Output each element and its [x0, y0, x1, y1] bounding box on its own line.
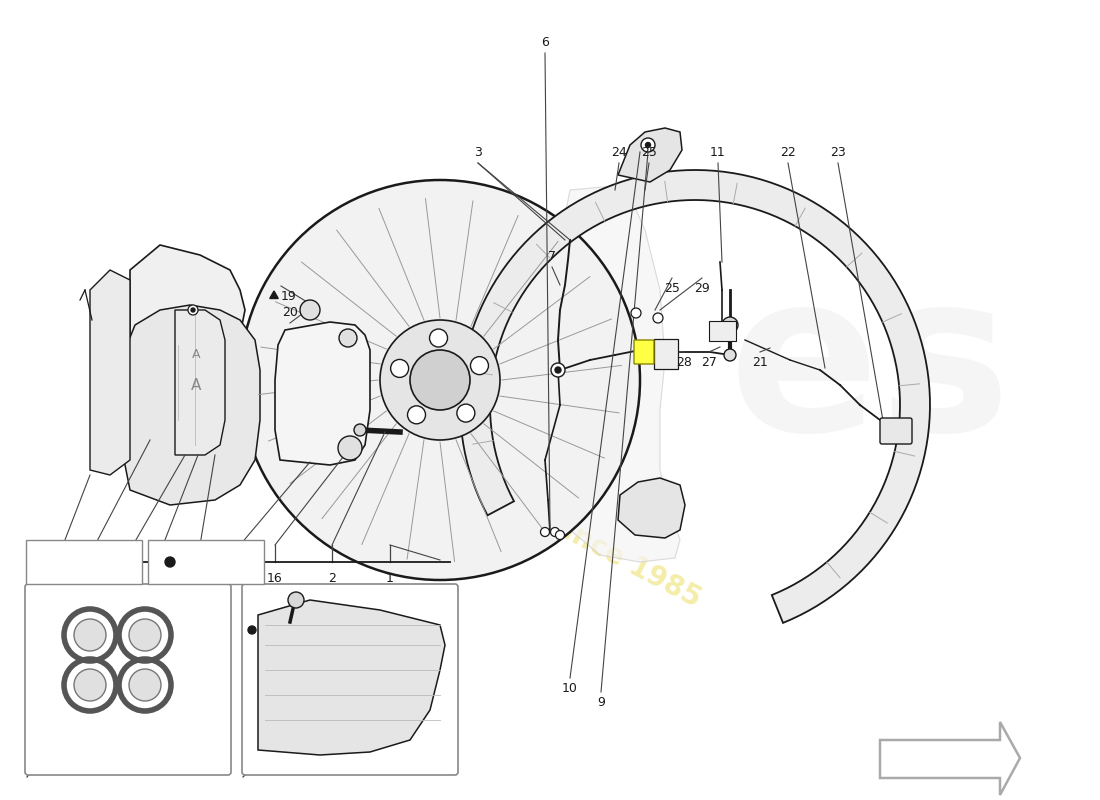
FancyBboxPatch shape: [710, 321, 736, 341]
Circle shape: [390, 359, 408, 378]
Text: 7: 7: [548, 250, 556, 263]
Circle shape: [429, 329, 448, 347]
Text: 14: 14: [199, 571, 214, 585]
Text: 23: 23: [830, 146, 846, 159]
Polygon shape: [275, 322, 370, 465]
Text: ▲: ▲: [88, 571, 98, 585]
Text: 11: 11: [711, 146, 726, 159]
FancyBboxPatch shape: [880, 418, 912, 444]
Circle shape: [471, 357, 488, 374]
Circle shape: [339, 329, 358, 347]
Circle shape: [456, 404, 475, 422]
Circle shape: [653, 313, 663, 323]
Circle shape: [724, 349, 736, 361]
Circle shape: [188, 305, 198, 315]
FancyBboxPatch shape: [634, 340, 654, 364]
Polygon shape: [618, 128, 682, 182]
Circle shape: [540, 527, 550, 537]
Text: A: A: [191, 349, 200, 362]
Text: 12: 12: [232, 571, 248, 585]
FancyBboxPatch shape: [26, 540, 142, 584]
Text: 22: 22: [780, 146, 796, 159]
Text: A: A: [190, 378, 201, 393]
Text: a passion for parts since 1985: a passion for parts since 1985: [275, 366, 705, 614]
Circle shape: [722, 317, 738, 333]
Text: 20: 20: [282, 306, 298, 319]
Text: 10: 10: [562, 682, 578, 694]
Circle shape: [129, 619, 161, 651]
Circle shape: [410, 350, 470, 410]
Polygon shape: [130, 245, 250, 490]
Circle shape: [74, 619, 106, 651]
FancyBboxPatch shape: [148, 540, 264, 584]
Text: 18: 18: [58, 651, 74, 665]
Text: •17: •17: [263, 623, 286, 637]
Circle shape: [165, 557, 175, 567]
Text: 2: 2: [328, 571, 336, 585]
Circle shape: [191, 308, 195, 312]
Circle shape: [556, 530, 564, 539]
Text: = 8: = 8: [88, 555, 112, 569]
Circle shape: [631, 308, 641, 318]
Circle shape: [379, 320, 500, 440]
Text: 6: 6: [541, 37, 549, 50]
Circle shape: [240, 180, 640, 580]
Circle shape: [646, 142, 650, 147]
Text: 21: 21: [752, 355, 768, 369]
Text: 28: 28: [676, 355, 692, 369]
Text: = 4: = 4: [210, 555, 234, 569]
Text: ▲: ▲: [153, 571, 163, 585]
Polygon shape: [540, 185, 680, 562]
Circle shape: [74, 669, 106, 701]
Circle shape: [725, 325, 735, 335]
Text: es: es: [728, 263, 1011, 477]
Polygon shape: [175, 310, 226, 455]
Text: 24: 24: [612, 146, 627, 159]
Circle shape: [550, 527, 560, 537]
Text: 1: 1: [386, 571, 394, 585]
Text: 3: 3: [474, 146, 482, 159]
Circle shape: [165, 557, 175, 567]
FancyBboxPatch shape: [25, 584, 231, 775]
Text: 25: 25: [641, 146, 657, 159]
Circle shape: [288, 592, 304, 608]
Polygon shape: [42, 555, 54, 566]
Polygon shape: [258, 600, 446, 755]
Circle shape: [641, 138, 654, 152]
Circle shape: [407, 406, 426, 424]
Polygon shape: [40, 652, 51, 661]
Text: 16: 16: [267, 571, 283, 585]
Text: 29: 29: [694, 282, 710, 294]
Polygon shape: [90, 270, 130, 475]
FancyBboxPatch shape: [242, 584, 458, 775]
Text: ▲: ▲: [188, 571, 198, 585]
Circle shape: [129, 669, 161, 701]
Polygon shape: [618, 478, 685, 538]
Circle shape: [300, 300, 320, 320]
Polygon shape: [270, 291, 278, 298]
Circle shape: [248, 626, 256, 634]
Text: 15: 15: [164, 571, 180, 585]
Text: 13: 13: [55, 571, 70, 585]
Text: 27: 27: [701, 355, 717, 369]
Text: 5: 5: [129, 571, 138, 585]
Text: 19: 19: [282, 290, 297, 302]
Text: 25: 25: [664, 282, 680, 294]
Circle shape: [354, 424, 366, 436]
Circle shape: [338, 436, 362, 460]
Text: 9: 9: [597, 695, 605, 709]
FancyBboxPatch shape: [654, 339, 678, 369]
Polygon shape: [460, 170, 930, 623]
Circle shape: [551, 363, 565, 377]
Polygon shape: [120, 305, 260, 505]
Circle shape: [556, 367, 561, 373]
